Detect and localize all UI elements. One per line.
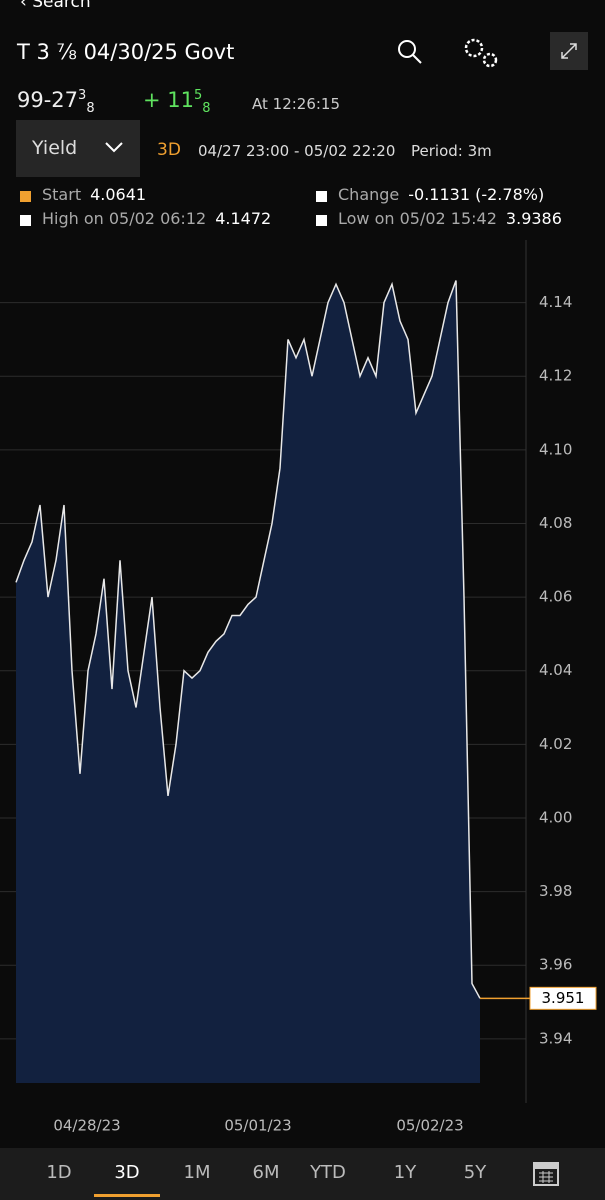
y-tick-label: 3.98 <box>539 882 572 900</box>
stat-value: -0.1131 (-2.78%) <box>408 185 545 204</box>
last-value-box <box>529 986 597 1010</box>
area <box>16 280 480 1083</box>
tab[interactable]: 1Y <box>393 1162 417 1183</box>
x-tick-label: 05/01/23 <box>224 1117 291 1135</box>
y-tick-label: 3.94 <box>539 1029 572 1047</box>
search-icon[interactable] <box>396 38 424 66</box>
tab-underline <box>94 1194 160 1197</box>
y-tick-label: 4.00 <box>539 808 572 826</box>
stat-marker <box>316 191 327 202</box>
y-tick-label: 4.10 <box>539 440 572 458</box>
stat-marker <box>316 215 327 226</box>
y-tick-label: 4.14 <box>539 293 572 311</box>
collapse-button[interactable] <box>550 32 588 70</box>
y-tick-label: 4.06 <box>539 588 572 606</box>
tab[interactable]: 5Y <box>463 1162 487 1183</box>
stat-value: 4.0641 <box>90 185 147 204</box>
tab[interactable]: 1M <box>183 1162 211 1183</box>
y-tick-label: 4.04 <box>539 661 572 679</box>
period-label: Period: 3m <box>411 142 492 160</box>
stat-label: Low on 05/02 15:42 <box>338 209 497 228</box>
timestamp: At 12:26:15 <box>252 95 341 113</box>
tab[interactable]: 3D <box>114 1162 140 1183</box>
last-value-label: 3.951 <box>542 989 585 1007</box>
change: + 1158 <box>143 88 211 117</box>
back-text: Search <box>32 0 91 12</box>
stat-label: Change <box>338 185 400 204</box>
dropdown-text: Yield <box>32 137 78 159</box>
stat-label: Start <box>42 185 82 204</box>
price: 99-2738 <box>17 88 95 117</box>
window-label: 04/27 23:00 - 05/02 22:20 <box>198 142 396 160</box>
y-tick-label: 4.02 <box>539 735 572 753</box>
title: T 3 ⅞ 04/30/25 Govt <box>17 40 235 64</box>
tab[interactable]: 6M <box>252 1162 280 1183</box>
stat-value: 3.9386 <box>505 209 562 228</box>
settings-icon[interactable] <box>460 34 502 70</box>
tab-bar <box>0 1148 605 1200</box>
stat-label: High on 05/02 06:12 <box>42 209 207 228</box>
stat-value: 4.1472 <box>215 209 272 228</box>
tab[interactable]: 1D <box>46 1162 72 1183</box>
calendar-icon[interactable] <box>532 1158 560 1188</box>
x-tick-label: 04/28/23 <box>53 1117 120 1135</box>
y-tick-label: 4.08 <box>539 514 572 532</box>
x-tick-label: 05/02/23 <box>396 1117 463 1135</box>
range-label: 3D <box>157 140 181 160</box>
stat-marker <box>20 215 31 226</box>
back-link[interactable]: ‹ Search <box>20 0 91 12</box>
y-tick-label: 3.96 <box>539 956 572 974</box>
field-dropdown[interactable]: Yield <box>16 120 140 177</box>
line <box>15 280 481 999</box>
y-tick-label: 4.12 <box>539 367 572 385</box>
stat-marker <box>20 191 31 202</box>
tab[interactable]: YTD <box>310 1162 346 1183</box>
